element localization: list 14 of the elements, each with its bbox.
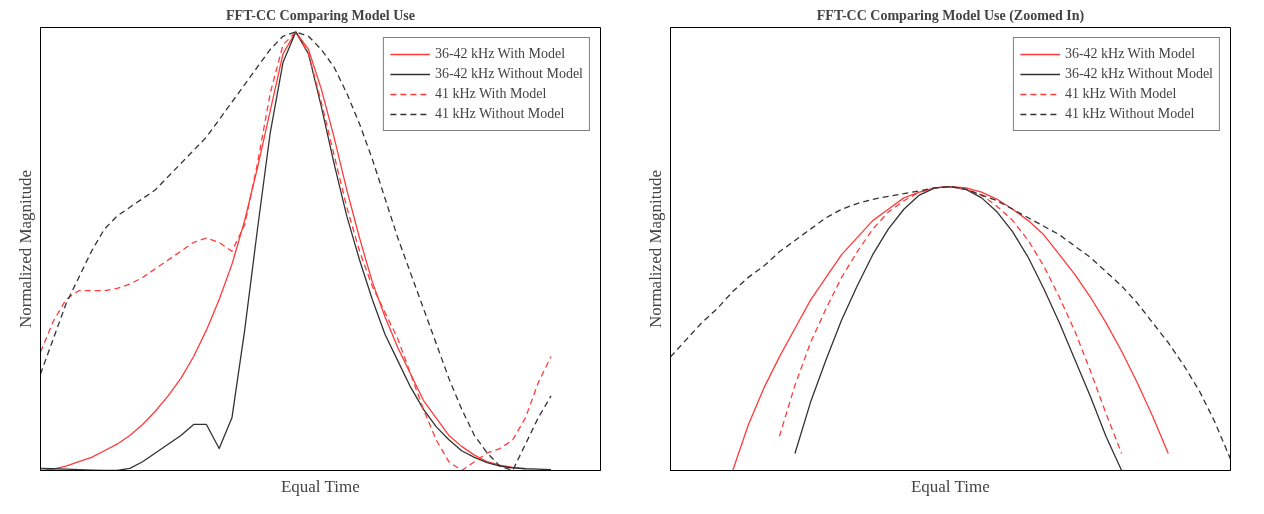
legend-label: 41 kHz Without Model [1064,106,1195,122]
legend-label: 36-42 kHz Without Model [434,66,583,82]
chart-title: FFT-CC Comparing Model Use [226,7,415,23]
legend-label: 41 kHz With Model [434,86,547,102]
legend-label: 41 kHz With Model [1064,86,1177,102]
y-axis-title: Normalized Magnitude [15,169,35,329]
legend-label: 36-42 kHz With Model [434,46,566,62]
y-axis-title: Normalized Magnitude [645,169,665,329]
chart-title: FFT-CC Comparing Model Use (Zoomed In) [816,7,1085,24]
legend-label: 36-42 kHz Without Model [1064,66,1213,82]
legend-label: 36-42 kHz With Model [1064,46,1196,62]
x-axis-title: Equal Time [280,476,360,496]
legend-label: 41 kHz Without Model [434,106,565,122]
x-axis-title: Equal Time [910,476,990,496]
